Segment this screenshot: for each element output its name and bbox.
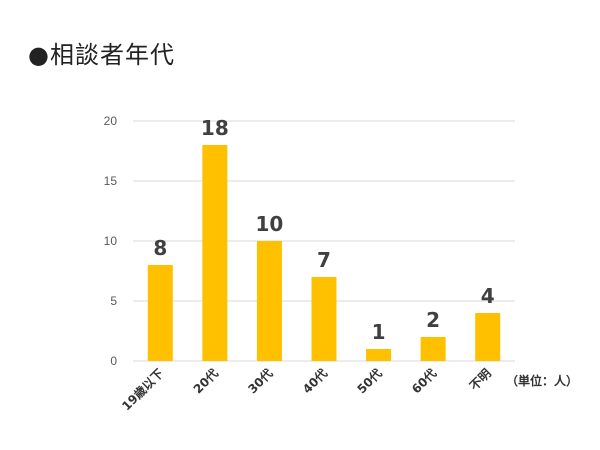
y-tick-label: 20 — [104, 114, 118, 128]
x-tick-label: 30代 — [245, 366, 276, 397]
x-tick-label: 19歳以下 — [119, 366, 167, 414]
data-labels: 8 18 10 7 1 2 4 — [153, 116, 494, 344]
x-tick-label: 20代 — [190, 366, 221, 397]
x-tick-label: 不明 — [467, 366, 494, 393]
bar-6 — [475, 313, 501, 361]
y-tick-label: 5 — [110, 294, 117, 308]
bar-1 — [202, 145, 228, 361]
bar-2 — [256, 241, 282, 361]
y-tick-label: 0 — [110, 354, 117, 368]
bar-4 — [366, 349, 392, 361]
data-label: 1 — [372, 320, 386, 344]
unit-label: （単位：人） — [506, 373, 578, 388]
bar-3 — [311, 277, 337, 361]
data-label: 8 — [153, 236, 167, 260]
bars — [147, 145, 501, 361]
y-tick-label: 15 — [104, 174, 118, 188]
data-label: 2 — [426, 308, 440, 332]
x-tick-label: 50代 — [354, 366, 385, 397]
data-label: 4 — [481, 284, 495, 308]
y-axis: 0 5 10 15 20 — [104, 114, 118, 368]
data-label: 10 — [256, 212, 284, 236]
bar-5 — [420, 337, 446, 361]
data-label: 7 — [317, 248, 331, 272]
x-axis: 19歳以下 20代 30代 40代 50代 60代 不明 — [119, 366, 494, 414]
bar-0 — [147, 265, 173, 361]
x-tick-label: 40代 — [299, 366, 330, 397]
x-tick-label: 60代 — [408, 366, 439, 397]
chart-title: ●相談者年代 — [28, 41, 175, 69]
data-label: 18 — [201, 116, 229, 140]
y-tick-label: 10 — [104, 234, 118, 248]
